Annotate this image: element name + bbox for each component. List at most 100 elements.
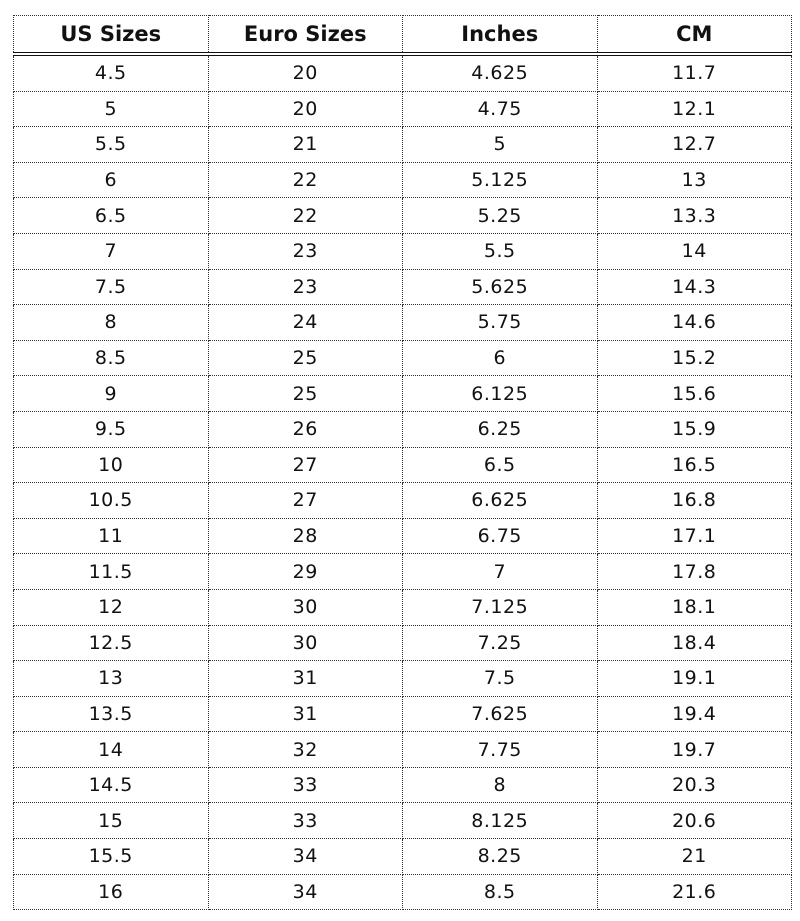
table-row: 11 28 6.75 17.1 — [13, 517, 792, 555]
cell-cm: 21 — [596, 838, 792, 875]
column-header-cm: CM — [596, 15, 792, 56]
table-row: 15.5 34 8.25 21 — [13, 838, 792, 875]
cell-euro-size: 33 — [207, 802, 403, 840]
cell-euro-size: 20 — [207, 53, 403, 92]
cell-cm: 14 — [596, 232, 792, 270]
cell-us-size: 5.5 — [13, 126, 209, 163]
cell-us-size: 12 — [13, 588, 209, 626]
cell-cm: 16.8 — [596, 482, 792, 519]
cell-euro-size: 25 — [207, 339, 403, 377]
cell-us-size: 13 — [13, 660, 209, 697]
cell-inches: 6.25 — [402, 410, 598, 448]
cell-inches: 7.25 — [402, 624, 598, 662]
cell-euro-size: 24 — [207, 304, 403, 341]
cell-euro-size: 23 — [207, 232, 403, 270]
cell-inches: 6.75 — [402, 517, 598, 555]
cell-us-size: 6.5 — [13, 197, 209, 234]
cell-inches: 7.125 — [402, 588, 598, 626]
cell-cm: 14.6 — [596, 304, 792, 341]
cell-inches: 7.5 — [402, 660, 598, 697]
size-chart-table: US Sizes Euro Sizes Inches CM 4.5 20 4.625 11.… — [13, 15, 792, 911]
cell-inches: 5.5 — [402, 232, 598, 270]
table-row: 9 25 6.125 15.6 — [13, 375, 792, 412]
cell-euro-size: 34 — [207, 873, 403, 911]
cell-inches: 4.75 — [402, 90, 598, 128]
cell-euro-size: 27 — [207, 446, 403, 484]
cell-euro-size: 30 — [207, 588, 403, 626]
table-row: 7.5 23 5.625 14.3 — [13, 268, 792, 306]
cell-euro-size: 22 — [207, 161, 403, 199]
cell-euro-size: 31 — [207, 695, 403, 733]
cell-cm: 15.2 — [596, 339, 792, 377]
table-row: 13.5 31 7.625 19.4 — [13, 695, 792, 733]
cell-inches: 7.625 — [402, 695, 598, 733]
cell-inches: 5 — [402, 126, 598, 163]
cell-euro-size: 30 — [207, 624, 403, 662]
cell-us-size: 9.5 — [13, 410, 209, 448]
cell-inches: 7 — [402, 553, 598, 590]
cell-cm: 15.6 — [596, 375, 792, 412]
cell-euro-size: 34 — [207, 838, 403, 875]
cell-inches: 5.75 — [402, 304, 598, 341]
cell-cm: 17.1 — [596, 517, 792, 555]
cell-inches: 5.25 — [402, 197, 598, 234]
table-row: 4.5 20 4.625 11.7 — [13, 53, 792, 92]
header-row: US Sizes Euro Sizes Inches CM — [13, 15, 792, 56]
cell-euro-size: 32 — [207, 731, 403, 768]
cell-euro-size: 23 — [207, 268, 403, 306]
cell-euro-size: 31 — [207, 660, 403, 697]
cell-euro-size: 28 — [207, 517, 403, 555]
cell-cm: 14.3 — [596, 268, 792, 306]
cell-cm: 19.1 — [596, 660, 792, 697]
cell-euro-size: 26 — [207, 410, 403, 448]
cell-us-size: 13.5 — [13, 695, 209, 733]
cell-inches: 8 — [402, 766, 598, 804]
table-row: 8.5 25 6 15.2 — [13, 339, 792, 377]
cell-us-size: 14.5 — [13, 766, 209, 804]
cell-inches: 8.25 — [402, 838, 598, 875]
cell-cm: 19.4 — [596, 695, 792, 733]
table-row: 15 33 8.125 20.6 — [13, 802, 792, 840]
table-row: 6 22 5.125 13 — [13, 161, 792, 199]
cell-inches: 8.5 — [402, 873, 598, 911]
table-row: 11.5 29 7 17.8 — [13, 553, 792, 590]
cell-cm: 17.8 — [596, 553, 792, 590]
cell-euro-size: 21 — [207, 126, 403, 163]
cell-us-size: 5 — [13, 90, 209, 128]
cell-inches: 6.125 — [402, 375, 598, 412]
cell-inches: 6 — [402, 339, 598, 377]
table-row: 16 34 8.5 21.6 — [13, 873, 792, 911]
cell-us-size: 7.5 — [13, 268, 209, 306]
table-row: 10.5 27 6.625 16.8 — [13, 482, 792, 519]
cell-euro-size: 33 — [207, 766, 403, 804]
cell-us-size: 15.5 — [13, 838, 209, 875]
cell-cm: 13.3 — [596, 197, 792, 234]
cell-us-size: 15 — [13, 802, 209, 840]
cell-euro-size: 29 — [207, 553, 403, 590]
table-row: 7 23 5.5 14 — [13, 232, 792, 270]
cell-cm: 12.7 — [596, 126, 792, 163]
cell-us-size: 11 — [13, 517, 209, 555]
cell-inches: 7.75 — [402, 731, 598, 768]
cell-cm: 13 — [596, 161, 792, 199]
column-header-inches: Inches — [402, 15, 598, 56]
table-row: 14.5 33 8 20.3 — [13, 766, 792, 804]
column-header-us-size: US Sizes — [13, 15, 209, 56]
cell-us-size: 9 — [13, 375, 209, 412]
cell-cm: 18.1 — [596, 588, 792, 626]
cell-us-size: 10.5 — [13, 482, 209, 519]
cell-us-size: 6 — [13, 161, 209, 199]
cell-us-size: 7 — [13, 232, 209, 270]
cell-inches: 4.625 — [402, 53, 598, 92]
table-row: 14 32 7.75 19.7 — [13, 731, 792, 768]
cell-us-size: 11.5 — [13, 553, 209, 590]
cell-inches: 5.625 — [402, 268, 598, 306]
table-row: 12 30 7.125 18.1 — [13, 588, 792, 626]
cell-inches: 6.625 — [402, 482, 598, 519]
cell-cm: 12.1 — [596, 90, 792, 128]
cell-inches: 6.5 — [402, 446, 598, 484]
cell-euro-size: 22 — [207, 197, 403, 234]
cell-euro-size: 20 — [207, 90, 403, 128]
cell-us-size: 10 — [13, 446, 209, 484]
cell-cm: 18.4 — [596, 624, 792, 662]
